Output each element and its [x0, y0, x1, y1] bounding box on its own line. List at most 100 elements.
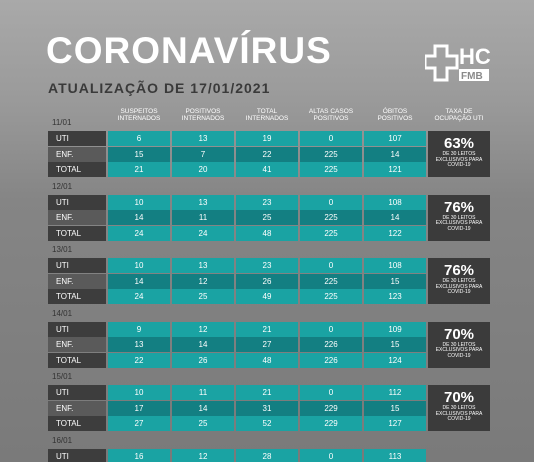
data-cell: 21: [236, 385, 298, 400]
data-cell: 11: [172, 210, 234, 225]
data-cell: 20: [172, 162, 234, 177]
data-cell: 28: [236, 448, 298, 462]
column-header: SUSPEITOS INTERNADOS: [117, 108, 161, 122]
data-cell: 26: [236, 273, 298, 289]
data-cell: 123: [364, 289, 426, 304]
logo: HC FMB: [425, 44, 491, 82]
data-cell: 14: [364, 210, 426, 225]
data-cell: 16: [108, 448, 170, 462]
data-cell: 22: [236, 146, 298, 162]
row-label: ENF.: [48, 337, 106, 352]
data-cell: 24: [108, 289, 170, 304]
data-cell: 15: [108, 146, 170, 162]
data-cell: 225: [300, 146, 362, 162]
rate-value: 76%: [443, 198, 475, 216]
rate-cell: 76% DE 30 LEITOS EXCLUSIVOS PARA COVID-19: [428, 194, 490, 241]
data-cell: 0: [300, 448, 362, 462]
data-cell: 12: [172, 273, 234, 289]
date-label: 16/01: [52, 435, 73, 445]
data-cell: 225: [300, 225, 362, 241]
rate-cell: 70% DE 30 LEITOS EXCLUSIVOS PARA COVID-19: [428, 321, 490, 368]
row-label: UTI: [48, 258, 106, 273]
data-cell: 226: [300, 337, 362, 352]
data-cell: 225: [300, 273, 362, 289]
data-cell: 15: [364, 337, 426, 352]
data-cell: 0: [300, 321, 362, 337]
title: CORONAVÍRUS: [46, 30, 332, 71]
column-header: TAXA DE OCUPAÇÃO UTI: [434, 108, 484, 122]
data-cell: 25: [236, 210, 298, 225]
date-label: 15/01: [52, 372, 73, 381]
data-cell: 14: [364, 146, 426, 162]
data-cell: 14: [108, 210, 170, 225]
row-label: UTI: [48, 131, 106, 146]
data-cell: 9: [108, 321, 170, 337]
column-header: ALTAS CASOS POSITIVOS: [308, 108, 354, 122]
data-cell: 11: [172, 385, 234, 400]
date-label: 12/01: [52, 181, 73, 191]
row-label: TOTAL: [48, 352, 106, 368]
data-cell: 225: [300, 162, 362, 177]
data-cell: 27: [108, 416, 170, 431]
data-cell: 13: [172, 258, 234, 273]
column-header: POSITIVOS INTERNADOS: [181, 108, 225, 122]
data-cell: 112: [364, 385, 426, 400]
data-cell: 21: [108, 162, 170, 177]
data-cell: 6: [108, 131, 170, 146]
data-cell: 122: [364, 225, 426, 241]
rate-note: DE 30 LEITOS EXCLUSIVOS PARA COVID-19: [435, 151, 483, 168]
data-cell: 41: [236, 162, 298, 177]
data-cell: 0: [300, 131, 362, 146]
data-cell: 52: [236, 416, 298, 431]
rate-cell: 63% DE 30 LEITOS EXCLUSIVOS PARA COVID-19: [428, 131, 490, 177]
rate-value: 70%: [443, 389, 475, 406]
column-header: ÓBITOS POSITIVOS: [377, 108, 413, 122]
row-label: UTI: [48, 448, 106, 462]
data-cell: 7: [172, 146, 234, 162]
data-cell: 124: [364, 352, 426, 368]
data-cell: 10: [108, 385, 170, 400]
data-cell: 108: [364, 258, 426, 273]
rate-cell: 76% DE 30 LEITOS EXCLUSIVOS PARA COVID-19: [428, 258, 490, 304]
logo-bar: [459, 69, 489, 81]
date-label: 13/01: [52, 245, 73, 254]
data-cell: 22: [108, 352, 170, 368]
data-cell: 0: [300, 258, 362, 273]
logo-cross: [425, 44, 459, 82]
data-cell: 109: [364, 321, 426, 337]
row-label: TOTAL: [48, 162, 106, 177]
rate-note: DE 30 LEITOS EXCLUSIVOS PARA COVID-19: [435, 341, 483, 359]
data-cell: 229: [300, 416, 362, 431]
data-cell: 48: [236, 225, 298, 241]
data-cell: 23: [236, 258, 298, 273]
subtitle: ATUALIZAÇÃO DE 17/01/2021: [48, 80, 271, 96]
data-cell: 24: [172, 225, 234, 241]
rate-note: DE 30 LEITOS EXCLUSIVOS PARA COVID-19: [435, 278, 483, 295]
logo-fmb: FMB: [461, 71, 483, 82]
data-cell: 127: [364, 416, 426, 431]
data-cell: 12: [172, 321, 234, 337]
data-cell: 14: [172, 400, 234, 416]
date-label: 11/01: [52, 118, 72, 127]
data-cell: 25: [172, 289, 234, 304]
row-label: ENF.: [48, 210, 106, 225]
data-cell: 15: [364, 400, 426, 416]
row-label: TOTAL: [48, 289, 106, 304]
data-cell: 13: [172, 194, 234, 210]
data-cell: 108: [364, 194, 426, 210]
row-label: ENF.: [48, 273, 106, 289]
data-cell: 107: [364, 131, 426, 146]
data-cell: 17: [108, 400, 170, 416]
data-cell: 225: [300, 289, 362, 304]
row-label: ENF.: [48, 400, 106, 416]
date-label: 14/01: [52, 308, 73, 318]
data-cell: 226: [300, 352, 362, 368]
data-cell: 31: [236, 400, 298, 416]
data-cell: 49: [236, 289, 298, 304]
data-cell: 229: [300, 400, 362, 416]
rate-value: 70%: [443, 325, 475, 343]
row-label: TOTAL: [48, 225, 106, 241]
data-cell: 14: [108, 273, 170, 289]
rate-note: DE 30 LEITOS EXCLUSIVOS PARA COVID-19: [435, 405, 483, 422]
data-cell: 0: [300, 385, 362, 400]
